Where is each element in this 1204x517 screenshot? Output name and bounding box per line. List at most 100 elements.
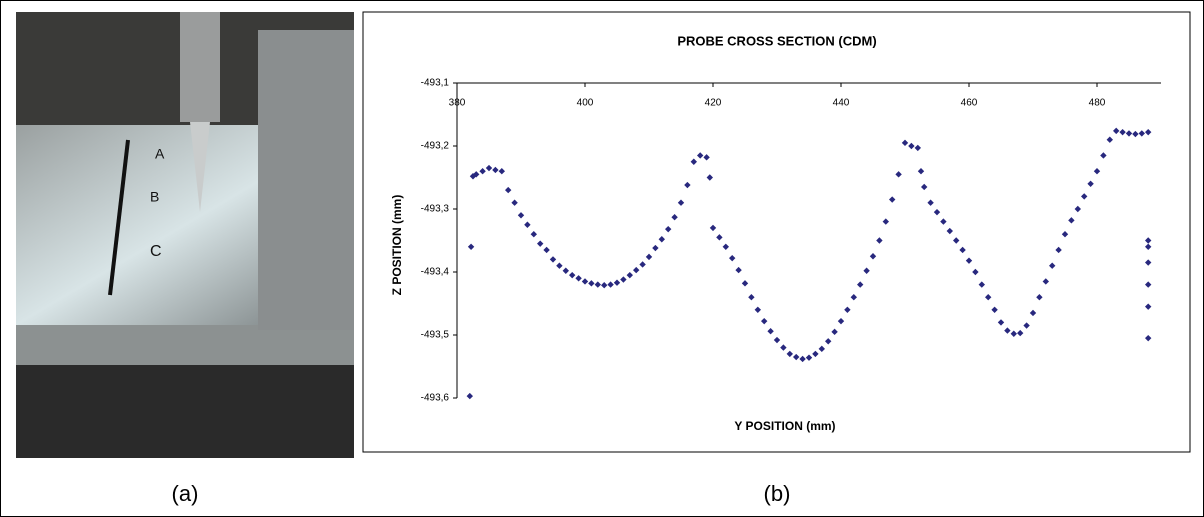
data-point (524, 221, 531, 228)
x-axis-title: Y POSITION (mm) (734, 419, 835, 433)
data-point (1081, 193, 1088, 200)
data-point (594, 281, 601, 288)
data-point (549, 256, 557, 263)
data-point (1145, 243, 1152, 250)
data-point (677, 199, 685, 206)
photo-mark: A (155, 146, 165, 162)
photo: A B C (16, 12, 354, 458)
data-point (479, 168, 486, 175)
x-tick-label: 440 (833, 98, 850, 109)
chart-title: PROBE CROSS SECTION (CDM) (677, 33, 876, 48)
data-point (652, 244, 659, 252)
photo-mark: C (150, 243, 162, 260)
y-tick-label: -493,1 (421, 78, 450, 89)
data-point (556, 262, 563, 269)
data-point (735, 266, 742, 274)
data-point (1132, 130, 1139, 138)
data-point (690, 158, 697, 165)
data-point (562, 267, 569, 274)
data-point (511, 199, 518, 206)
data-point (908, 142, 915, 150)
data-point (1145, 334, 1152, 342)
data-point (645, 253, 653, 261)
data-point (1010, 330, 1017, 337)
photo-plate-edge (16, 325, 354, 365)
data-point (917, 168, 925, 175)
photo-probe (190, 122, 210, 212)
data-point (1145, 303, 1152, 310)
data-point (671, 213, 678, 221)
data-point (1049, 262, 1056, 269)
data-point (805, 354, 813, 361)
data-point (1119, 128, 1126, 136)
x-tick-label: 380 (449, 98, 466, 109)
data-point (825, 338, 832, 345)
photo-mark: B (150, 189, 159, 205)
data-point (857, 281, 864, 288)
data-point (613, 279, 621, 286)
data-point (761, 317, 768, 325)
data-point (837, 317, 845, 325)
data-point (1074, 205, 1081, 213)
data-point (953, 237, 960, 244)
data-point (972, 268, 979, 276)
data-point (1068, 217, 1075, 224)
data-point (741, 280, 749, 287)
data-point (620, 276, 627, 283)
y-tick-label: -493,6 (421, 393, 450, 404)
data-point (780, 344, 787, 351)
panel-label: (b) (764, 481, 791, 506)
data-point (933, 208, 941, 216)
data-point (466, 392, 473, 400)
data-point (1145, 237, 1152, 244)
data-point (901, 139, 909, 147)
data-point (985, 294, 992, 301)
data-point (831, 328, 838, 336)
data-point (601, 282, 608, 289)
data-point (658, 236, 665, 243)
data-point (706, 174, 713, 181)
data-point (1087, 180, 1094, 187)
data-point (799, 355, 806, 363)
data-point (1093, 168, 1101, 175)
data-point (665, 225, 672, 233)
y-tick-label: -493,5 (421, 330, 450, 341)
data-point (575, 275, 582, 282)
data-point (505, 186, 512, 194)
data-point (1145, 281, 1152, 288)
data-point (914, 144, 921, 152)
panel-label: (a) (172, 481, 199, 506)
data-point (844, 306, 851, 313)
data-point (959, 246, 966, 254)
data-point (889, 196, 896, 203)
x-tick-label: 420 (705, 98, 722, 109)
data-point (1113, 127, 1120, 135)
data-point (921, 183, 928, 191)
data-point (569, 271, 576, 279)
data-point (588, 280, 595, 287)
data-point (1100, 152, 1107, 159)
y-tick-label: -493,2 (421, 141, 450, 152)
data-point (1138, 130, 1145, 137)
data-point (581, 278, 589, 285)
photo-clamp (258, 30, 354, 330)
chart-frame (362, 11, 1191, 453)
data-point (869, 253, 877, 260)
data-point (1145, 259, 1152, 266)
data-point (1029, 309, 1037, 317)
y-tick-label: -493,4 (421, 267, 450, 278)
data-point (818, 345, 825, 353)
data-point (633, 266, 640, 274)
data-point (767, 328, 774, 335)
data-point (946, 227, 953, 235)
data-point (684, 181, 691, 189)
photo-granite (16, 365, 354, 458)
photo-probe-holder (180, 12, 220, 122)
data-point (1004, 327, 1011, 334)
data-point (517, 212, 525, 219)
data-point (1017, 329, 1024, 337)
data-point (1023, 322, 1030, 329)
data-point (927, 199, 934, 206)
